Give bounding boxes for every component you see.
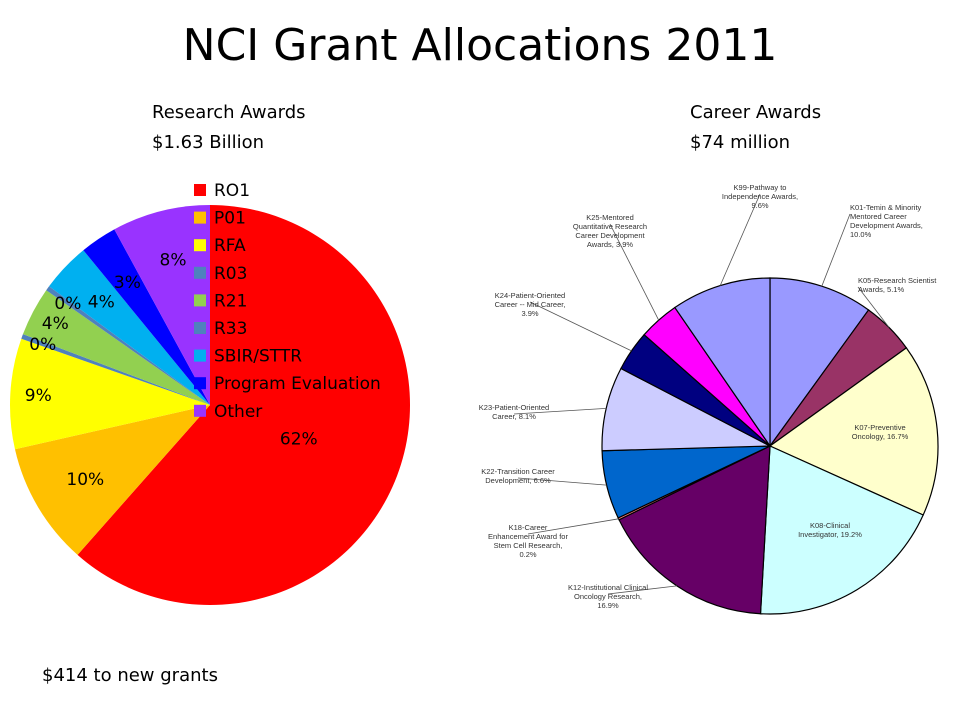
research-slice-ro1 xyxy=(77,205,411,605)
research-data-label: 0% xyxy=(54,294,81,314)
career-data-label: K01-Temin & Minority Mentored Career Devel… xyxy=(850,203,923,239)
legend-label-r21: R21 xyxy=(214,291,247,311)
career-data-label: K22-Transition Career Development, 6.6% xyxy=(481,467,555,485)
legend-swatch-other xyxy=(194,404,206,417)
page-title: NCI Grant Allocations 2011 xyxy=(182,20,778,71)
research-slice-rfa xyxy=(10,338,211,450)
research-data-label: 62% xyxy=(280,430,318,450)
legend-label-ro1: RO1 xyxy=(214,181,250,201)
career-data-label: K25-Mentored Quantitative Research Career … xyxy=(573,213,647,249)
legend-label-sbir-sttr: SBIR/STTR xyxy=(214,347,302,367)
research-slice-r21 xyxy=(22,290,211,405)
career-data-label: K24-Patient-Oriented Career -- Mid Career… xyxy=(495,291,566,318)
research-subtitle-line2: $1.63 Billion xyxy=(152,132,265,153)
career-leader-line xyxy=(513,408,607,415)
research-slice-sbir-sttr xyxy=(49,250,211,405)
career-leader-line xyxy=(607,585,678,595)
legend-swatch-rfa xyxy=(194,239,206,252)
career-leader-line xyxy=(609,223,660,321)
research-data-label: 0% xyxy=(29,335,56,355)
research-slice-program-evaluation xyxy=(83,229,210,405)
career-subtitle: Career Awards $74 million xyxy=(690,98,821,158)
career-leader-line xyxy=(529,301,632,352)
career-data-label: K12-Institutional Clinical Oncology Resea… xyxy=(568,583,648,610)
research-slice-r33 xyxy=(46,286,210,405)
research-subtitle: Research Awards $1.63 Billion xyxy=(152,98,306,158)
research-data-label: 3% xyxy=(114,273,141,293)
legend-swatch-ro1 xyxy=(194,184,206,196)
legend-label-r03: R03 xyxy=(214,264,247,284)
career-data-label: K08-Clinical Investigator, 19.2% xyxy=(798,521,862,539)
career-slice-k12-institutional xyxy=(618,445,771,615)
research-data-label: 8% xyxy=(160,251,187,271)
career-leader-line xyxy=(527,518,619,535)
career-data-label: K23-Patient-Oriented Career, 8.1% xyxy=(479,403,549,421)
legend-swatch-program-evaluation xyxy=(194,377,206,390)
legend-swatch-r21 xyxy=(194,294,206,307)
career-data-label: K07-Preventive Oncology, 16.7% xyxy=(852,423,909,441)
career-data-label: K18-Career Enhancement Award for Stem Cell… xyxy=(488,523,568,559)
legend-label-p01: P01 xyxy=(214,209,246,229)
research-slice-other xyxy=(114,205,210,405)
career-subtitle-line1: Career Awards xyxy=(690,102,822,123)
career-data-label: K05-Research Scientist Awards, 5.1% xyxy=(858,276,937,294)
footnote: $414 to new grants xyxy=(42,665,218,686)
legend-swatch-r33 xyxy=(194,322,206,334)
legend-label-rfa: RFA xyxy=(214,236,246,256)
legend-swatch-sbir-sttr xyxy=(194,349,206,362)
research-slice-p01 xyxy=(14,405,210,555)
research-data-label: 10% xyxy=(66,470,104,490)
legend-swatch-r03 xyxy=(194,266,206,279)
career-leader-line xyxy=(857,286,890,328)
career-data-label: K99-Pathway to Independence Awards, 9.6% xyxy=(722,183,798,210)
research-subtitle-line1: Research Awards xyxy=(152,102,306,123)
career-leader-line xyxy=(821,213,851,287)
career-slice-k08-clinical xyxy=(759,445,924,615)
legend-swatch-p01 xyxy=(194,211,206,224)
research-data-label: 4% xyxy=(42,314,69,334)
career-leader-line xyxy=(517,477,607,486)
career-leader-line xyxy=(719,193,761,286)
legend-label-program-evaluation: Program Evaluation xyxy=(214,374,381,394)
research-data-label: 4% xyxy=(88,293,115,313)
career-slice-k07-preventive xyxy=(768,347,939,516)
research-slice-r03 xyxy=(21,334,210,405)
research-data-label: 9% xyxy=(25,386,52,406)
legend-label-r33: R33 xyxy=(214,319,247,339)
legend-label-other: Other xyxy=(214,402,262,422)
career-subtitle-line2: $74 million xyxy=(690,132,791,153)
